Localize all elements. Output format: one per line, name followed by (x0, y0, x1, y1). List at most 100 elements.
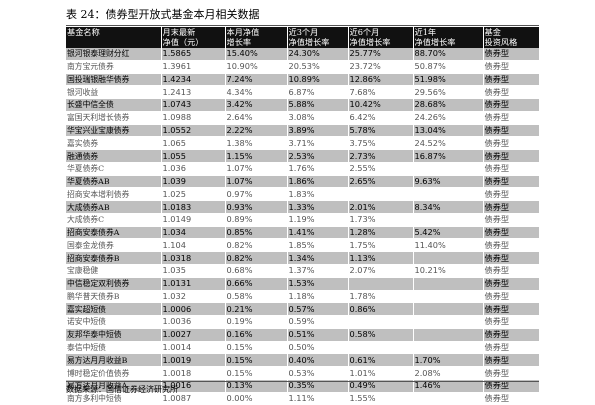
table-row: 融通债券 1.055 1.15% 2.53% 2.73% 16.87% 债券型 (66, 149, 539, 163)
month-growth-cell: 0.97% (225, 187, 288, 202)
growth-6m-cell: 3.75% (348, 136, 414, 151)
growth-1y-cell: 11.40% (413, 238, 484, 253)
growth-3m-cell: 0.57% (287, 302, 349, 317)
source-divider (66, 381, 539, 382)
month-growth-cell: 0.68% (225, 264, 288, 278)
growth-3m-cell: 1.11% (287, 392, 349, 405)
growth-3m-cell: 1.85% (287, 238, 349, 253)
growth-6m-cell: 12.86% (348, 73, 414, 87)
table-row: 招商安泰债券A 1.034 0.85% 1.41% 1.28% 5.42% 债券型 (66, 226, 539, 240)
nav-cell: 1.055 (161, 149, 226, 163)
fund-name-cell: 国投瑞银融华债券 (66, 73, 162, 87)
nav-cell: 1.2413 (161, 85, 226, 100)
growth-3m-cell: 1.19% (287, 213, 349, 227)
growth-1y-cell: 16.87% (413, 149, 484, 163)
table-row: 招商安本增利债券 1.025 0.97% 1.83% 债券型 (66, 187, 539, 202)
month-growth-cell: 1.07% (225, 175, 288, 189)
table-row: 国投瑞银融华债券 1.4234 7.24% 10.89% 12.86% 51.98% 债券型 (66, 73, 539, 87)
style-cell: 债券型 (483, 379, 539, 393)
style-cell: 债券型 (483, 149, 539, 163)
growth-3m-cell: 0.51% (287, 328, 349, 342)
header-style: 基金 投资风格 (483, 27, 539, 48)
growth-3m-cell: 1.76% (287, 162, 349, 176)
nav-cell: 1.0131 (161, 277, 226, 291)
growth-6m-cell: 1.28% (348, 226, 414, 240)
nav-cell: 1.3961 (161, 60, 226, 74)
nav-cell: 1.0988 (161, 111, 226, 125)
growth-3m-cell: 0.50% (287, 341, 349, 355)
header-1y-growth: 近1年 净值增长率 (413, 27, 484, 48)
fund-name-cell: 宝康稳健 (66, 264, 162, 278)
nav-cell: 1.0743 (161, 98, 226, 112)
style-cell: 债券型 (483, 162, 539, 176)
nav-cell: 1.0006 (161, 302, 226, 317)
table-header-row: 基金名称 月末最新 净值（元） 本月净值 增长率 近3个月 净值增长率 近6个月 净值增… (66, 27, 539, 48)
style-cell: 债券型 (483, 353, 539, 368)
table-row: 鹏华普天债券B 1.032 0.58% 1.18% 1.78% 债券型 (66, 290, 539, 304)
month-growth-cell: 1.38% (225, 136, 288, 151)
style-cell: 债券型 (483, 328, 539, 342)
table-row: 易方达月月收益A 1.0016 0.13% 0.35% 0.49% 1.46% 债券型 (66, 379, 539, 393)
growth-3m-cell: 1.34% (287, 251, 349, 266)
growth-6m-cell (348, 277, 414, 291)
nav-cell: 1.0183 (161, 200, 226, 214)
table-row: 华夏债券C 1.036 1.07% 1.76% 2.55% 债券型 (66, 162, 539, 176)
table-row: 宝康稳健 1.035 0.68% 1.37% 2.07% 10.21% 债券型 (66, 264, 539, 278)
month-growth-cell: 15.40% (225, 48, 288, 61)
nav-cell: 1.0318 (161, 251, 226, 266)
fund-name-cell: 友邦华泰中短债 (66, 328, 162, 342)
growth-1y-cell (413, 251, 484, 266)
growth-6m-cell (348, 341, 414, 355)
style-cell: 债券型 (483, 366, 539, 380)
month-growth-cell: 0.85% (225, 226, 288, 240)
growth-3m-cell: 5.88% (287, 98, 349, 112)
month-growth-cell: 2.22% (225, 124, 288, 138)
month-growth-cell: 3.42% (225, 98, 288, 112)
growth-3m-cell: 10.89% (287, 73, 349, 87)
nav-cell: 1.0019 (161, 353, 226, 368)
fund-name-cell: 博时稳定价值债券 (66, 366, 162, 380)
growth-6m-cell: 7.68% (348, 85, 414, 100)
style-cell: 债券型 (483, 315, 539, 329)
growth-1y-cell: 13.04% (413, 124, 484, 138)
fund-name-cell: 鹏华普天债券B (66, 290, 162, 304)
table-row: 嘉实超短债 1.0006 0.21% 0.57% 0.86% 债券型 (66, 302, 539, 317)
growth-6m-cell: 1.13% (348, 251, 414, 266)
growth-1y-cell (413, 302, 484, 317)
nav-cell: 1.0016 (161, 379, 226, 393)
fund-name-cell: 嘉实超短债 (66, 302, 162, 317)
growth-3m-cell: 20.53% (287, 60, 349, 74)
style-cell: 债券型 (483, 290, 539, 304)
growth-1y-cell: 1.70% (413, 353, 484, 368)
month-growth-cell: 0.16% (225, 328, 288, 342)
fund-name-cell: 诺安中短债 (66, 315, 162, 329)
growth-6m-cell: 2.01% (348, 200, 414, 214)
growth-6m-cell: 2.73% (348, 149, 414, 163)
growth-1y-cell: 24.52% (413, 136, 484, 151)
growth-6m-cell: 23.72% (348, 60, 414, 74)
month-growth-cell: 0.66% (225, 277, 288, 291)
growth-1y-cell: 1.46% (413, 379, 484, 393)
growth-1y-cell (413, 187, 484, 202)
growth-3m-cell: 1.18% (287, 290, 349, 304)
style-cell: 债券型 (483, 187, 539, 202)
table-row: 泰信中短债 1.0014 0.15% 0.50% 债券型 (66, 341, 539, 355)
header-nav: 月末最新 净值（元） (161, 27, 226, 48)
growth-6m-cell: 2.07% (348, 264, 414, 278)
growth-1y-cell: 2.08% (413, 366, 484, 380)
growth-1y-cell (413, 315, 484, 329)
nav-cell: 1.104 (161, 238, 226, 253)
growth-1y-cell: 29.56% (413, 85, 484, 100)
fund-name-cell: 嘉实债券 (66, 136, 162, 151)
nav-cell: 1.5865 (161, 48, 226, 61)
month-growth-cell: 0.00% (225, 392, 288, 405)
nav-cell: 1.025 (161, 187, 226, 202)
header-month-growth: 本月净值 增长率 (225, 27, 288, 48)
nav-cell: 1.0552 (161, 124, 226, 138)
growth-6m-cell: 0.58% (348, 328, 414, 342)
month-growth-cell: 0.13% (225, 379, 288, 393)
table-body: 银河银泰理财分红 1.5865 15.40% 24.30% 25.77% 88.70% 债券… (66, 48, 539, 405)
growth-3m-cell: 24.30% (287, 48, 349, 61)
growth-1y-cell (413, 341, 484, 355)
growth-6m-cell: 2.55% (348, 162, 414, 176)
